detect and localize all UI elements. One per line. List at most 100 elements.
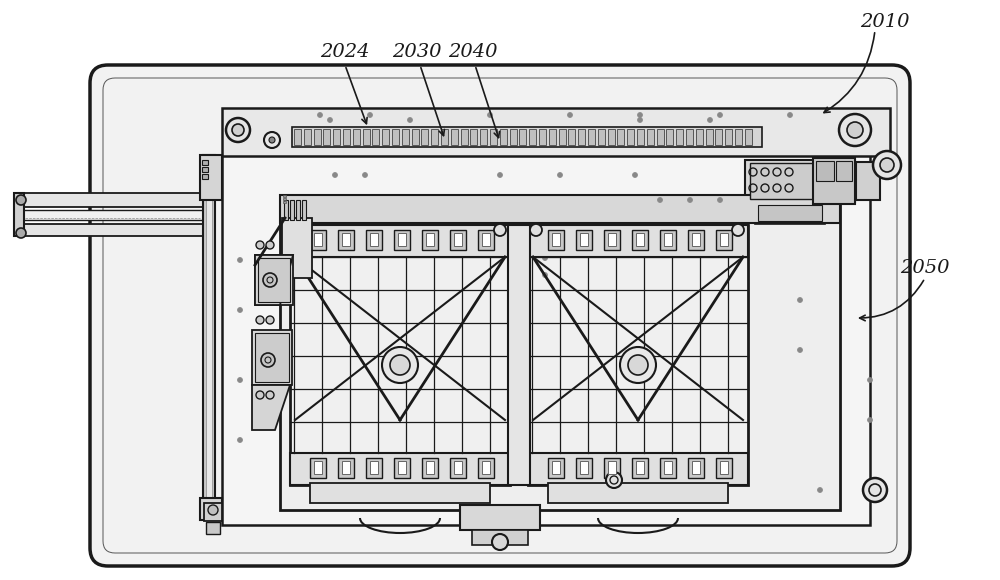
Bar bbox=[647, 129, 654, 145]
Bar bbox=[431, 129, 438, 145]
Bar bbox=[204, 503, 222, 521]
Bar bbox=[14, 210, 212, 220]
Bar bbox=[660, 230, 676, 250]
Bar bbox=[366, 230, 382, 250]
Bar bbox=[598, 129, 605, 145]
Circle shape bbox=[488, 113, 492, 118]
Bar bbox=[706, 129, 713, 145]
Circle shape bbox=[266, 391, 274, 399]
Circle shape bbox=[292, 224, 304, 236]
Circle shape bbox=[880, 158, 894, 172]
Text: 2024: 2024 bbox=[320, 43, 370, 61]
Bar bbox=[627, 129, 634, 145]
Bar bbox=[576, 230, 592, 250]
Bar bbox=[478, 230, 494, 250]
Bar bbox=[720, 461, 728, 474]
Bar bbox=[422, 458, 438, 478]
Bar bbox=[398, 233, 406, 246]
Bar bbox=[426, 233, 434, 246]
Bar bbox=[290, 200, 294, 220]
Circle shape bbox=[238, 437, 242, 443]
Circle shape bbox=[208, 505, 218, 515]
Bar bbox=[478, 458, 494, 478]
Bar bbox=[578, 129, 585, 145]
Text: 2040: 2040 bbox=[448, 43, 498, 61]
Bar bbox=[692, 461, 700, 474]
Circle shape bbox=[718, 198, 722, 202]
Circle shape bbox=[390, 355, 410, 375]
Bar bbox=[426, 461, 434, 474]
Bar bbox=[688, 230, 704, 250]
Bar bbox=[816, 161, 834, 181]
Bar bbox=[412, 129, 419, 145]
Bar bbox=[604, 230, 620, 250]
Bar bbox=[549, 129, 556, 145]
Circle shape bbox=[16, 195, 26, 205]
Bar bbox=[338, 230, 354, 250]
Circle shape bbox=[512, 256, 518, 260]
Bar bbox=[343, 129, 350, 145]
Bar bbox=[725, 129, 732, 145]
Circle shape bbox=[788, 113, 792, 118]
Circle shape bbox=[688, 198, 692, 202]
Bar bbox=[836, 161, 852, 181]
Bar bbox=[636, 461, 644, 474]
Bar bbox=[470, 129, 477, 145]
Bar bbox=[588, 129, 595, 145]
Bar bbox=[676, 129, 683, 145]
Bar bbox=[688, 458, 704, 478]
Circle shape bbox=[382, 347, 418, 383]
Bar bbox=[370, 461, 378, 474]
Bar bbox=[461, 129, 468, 145]
Bar bbox=[310, 483, 490, 503]
Circle shape bbox=[558, 172, 562, 177]
Circle shape bbox=[498, 172, 503, 177]
Bar bbox=[608, 461, 616, 474]
Circle shape bbox=[266, 241, 274, 249]
FancyBboxPatch shape bbox=[90, 65, 910, 566]
Bar bbox=[552, 461, 560, 474]
Circle shape bbox=[232, 124, 244, 136]
Bar bbox=[632, 458, 648, 478]
Bar bbox=[200, 155, 222, 200]
Bar bbox=[280, 195, 840, 223]
Bar bbox=[421, 129, 428, 145]
Bar bbox=[450, 230, 466, 250]
Bar bbox=[294, 129, 301, 145]
Bar bbox=[14, 193, 212, 207]
Bar bbox=[716, 230, 732, 250]
Bar bbox=[472, 530, 528, 545]
Circle shape bbox=[238, 307, 242, 313]
Bar bbox=[280, 195, 840, 510]
Circle shape bbox=[568, 113, 572, 118]
Bar bbox=[441, 129, 448, 145]
Bar bbox=[314, 461, 322, 474]
Circle shape bbox=[542, 256, 548, 260]
Bar bbox=[14, 224, 212, 236]
Bar bbox=[755, 202, 825, 224]
Bar bbox=[608, 129, 615, 145]
Bar bbox=[664, 233, 672, 246]
Bar bbox=[382, 129, 389, 145]
Bar bbox=[548, 230, 564, 250]
Circle shape bbox=[873, 151, 901, 179]
Circle shape bbox=[362, 172, 368, 177]
Bar bbox=[14, 193, 24, 236]
Circle shape bbox=[798, 347, 802, 353]
Text: 2050: 2050 bbox=[900, 259, 950, 277]
Bar bbox=[282, 218, 312, 278]
Circle shape bbox=[818, 488, 822, 492]
Bar bbox=[460, 505, 540, 530]
Circle shape bbox=[492, 534, 508, 550]
Polygon shape bbox=[255, 255, 293, 305]
Circle shape bbox=[658, 488, 662, 492]
Circle shape bbox=[16, 228, 26, 238]
Circle shape bbox=[512, 273, 518, 277]
Bar bbox=[750, 163, 815, 199]
Bar bbox=[283, 201, 286, 203]
Bar bbox=[222, 108, 890, 156]
Bar bbox=[548, 483, 728, 503]
Bar bbox=[604, 458, 620, 478]
Bar bbox=[255, 333, 289, 382]
Circle shape bbox=[494, 224, 506, 236]
